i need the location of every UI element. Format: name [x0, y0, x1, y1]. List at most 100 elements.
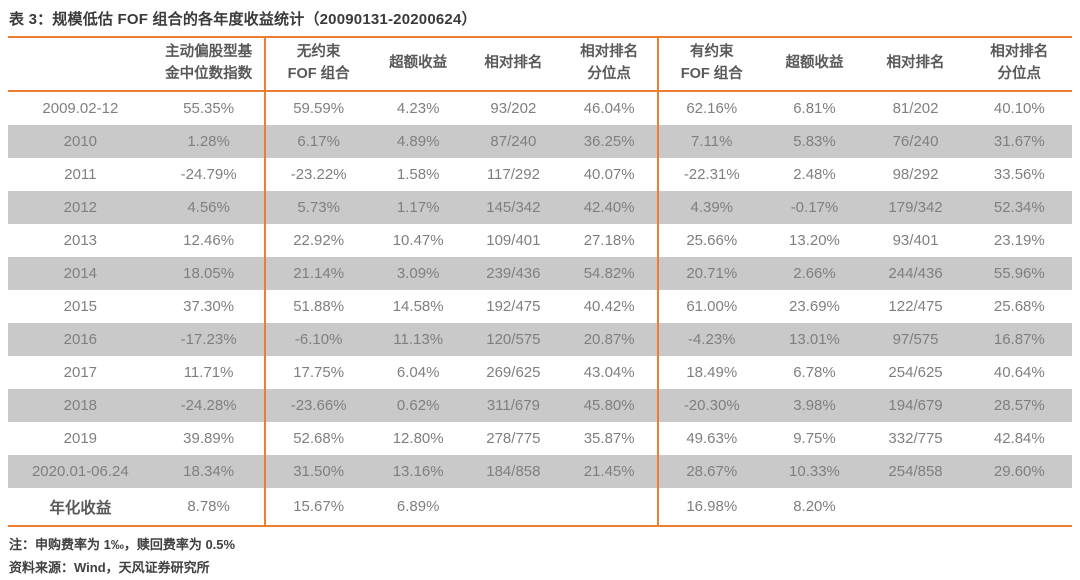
cell: 4.56% [152, 191, 266, 224]
column-header-line: 分位点 [997, 66, 1042, 82]
column-header [8, 37, 153, 91]
cell: 39.89% [183, 430, 235, 447]
table-row: 年化收益 8.78% 15.67% 6.89% 16.98% 8.20% [8, 488, 1072, 526]
cell: 16.98% [657, 488, 765, 526]
table-row: 2011 -24.79% -23.22% 1.58% 117/292 40.07% -22.… [8, 158, 1072, 191]
column-header: 超额收益 [370, 37, 466, 91]
cell: 21.45% [561, 455, 659, 488]
column-header: 主动偏股型基 金中位数指数 [152, 37, 266, 91]
cell: 62.16% [657, 91, 765, 125]
cell: 311/679 [465, 389, 562, 422]
cell: 23.69% [789, 298, 840, 315]
cell: 117/292 [486, 166, 540, 183]
cell: 6.04% [396, 364, 440, 381]
cell: 59.59% [264, 91, 371, 125]
row-label: 2017 [63, 364, 98, 381]
row-label: 2015 [63, 298, 98, 315]
table-row: 2013 12.46% 22.92% 10.47% 109/401 27.18% 25.66… [8, 224, 1072, 257]
cell [864, 488, 966, 526]
cell: 6.81% [793, 100, 836, 117]
cell: 87/240 [465, 125, 562, 158]
row-label: 2020.01-06.24 [8, 455, 153, 488]
report-table-page: 表 3：规模低估 FOF 组合的各年度收益统计（20090131-2020062… [8, 11, 1072, 575]
row-label: 2013 [63, 232, 98, 249]
cell: 40.07% [583, 166, 635, 183]
table-row: 2019 39.89% 52.68% 12.80% 278/775 35.87% 49.63… [8, 422, 1072, 455]
cell: 3.98% [764, 389, 865, 422]
column-header-line: 相对排名 [990, 44, 1049, 61]
cell [967, 488, 1072, 526]
cell: 37.30% [183, 298, 235, 315]
column-header: 相对排名 分位点 [966, 37, 1072, 91]
row-label: 年化收益 [49, 499, 112, 517]
table-row: 2015 37.30% 51.88% 14.58% 192/475 40.42% 61.00… [8, 290, 1072, 323]
source-note: 资料来源：Wind，天风证券研究所 [9, 559, 210, 575]
cell: 5.73% [264, 191, 371, 224]
cell: 27.18% [583, 232, 635, 249]
cell: -4.23% [657, 323, 765, 356]
cell: 4.89% [370, 125, 466, 158]
cell: 36.25% [561, 125, 659, 158]
cell: 46.04% [583, 100, 635, 117]
cell: 25.66% [657, 224, 765, 257]
column-header: 超额收益 [764, 37, 865, 91]
table-body: 2009.02-12 55.35% 59.59% 4.23% 93/202 46.04% 6… [8, 91, 1072, 526]
column-header-line: 相对排名 [484, 55, 543, 72]
cell: 97/575 [864, 323, 967, 356]
cell: 35.87% [583, 430, 635, 447]
cell: 29.60% [966, 455, 1072, 488]
column-header-line: 分位点 [587, 66, 631, 82]
cell: 2.66% [764, 257, 865, 290]
cell: 3.09% [370, 257, 466, 290]
cell: 22.92% [264, 224, 371, 257]
column-header-line: 金中位数指数 [165, 66, 253, 82]
cell: 194/679 [864, 389, 967, 422]
cell: 120/575 [465, 323, 562, 356]
column-header-line: 有约束 [690, 44, 734, 61]
cell: 12.80% [392, 430, 444, 447]
cell: 40.64% [993, 364, 1045, 381]
column-header-line: FOF 组合 [680, 66, 743, 82]
cell: 55.35% [183, 100, 235, 117]
cell: 6.78% [793, 364, 836, 381]
row-label: 2019 [63, 430, 98, 447]
cell: 61.00% [657, 290, 765, 323]
cell: 14.58% [392, 298, 444, 315]
cell: 254/625 [888, 364, 943, 381]
cell: 54.82% [561, 257, 659, 290]
cell: 15.67% [264, 488, 371, 526]
cell: 6.89% [396, 498, 440, 515]
header-row: 主动偏股型基 金中位数指数 无约束 FOF 组合 超额收益 相对排名 相对排名 分位点 有约束 F… [8, 37, 1072, 91]
table-row: 2020.01-06.24 18.34% 31.50% 13.16% 184/858 21… [8, 455, 1072, 488]
table-row: 2012 4.56% 5.73% 1.17% 145/342 42.40% 4.39% -0.… [8, 191, 1072, 224]
cell [466, 488, 562, 526]
cell: 33.56% [993, 166, 1045, 183]
cell: 278/775 [486, 430, 541, 447]
cell: 18.05% [152, 257, 266, 290]
cell: 42.84% [993, 430, 1045, 447]
cell: 109/401 [486, 232, 541, 249]
column-header-line: 超额收益 [389, 55, 448, 72]
cell: 20.71% [657, 257, 765, 290]
cell: 192/475 [486, 298, 541, 315]
cell: 179/342 [864, 191, 967, 224]
cell: 18.34% [152, 455, 266, 488]
cell: 269/625 [486, 364, 541, 381]
cell: -0.17% [764, 191, 865, 224]
cell: -22.31% [657, 158, 765, 191]
cell: 28.57% [966, 389, 1072, 422]
fee-note: 注：申购费率为 1‰，赎回费率为 0.5% [9, 537, 236, 552]
cell: 45.80% [561, 389, 659, 422]
table-row: 2010 1.28% 6.17% 4.89% 87/240 36.25% 7.11% 5.83… [8, 125, 1072, 158]
column-header-line: 超额收益 [785, 55, 844, 72]
cell: 10.47% [392, 232, 444, 249]
row-label: 2016 [8, 323, 153, 356]
cell: 49.63% [657, 422, 765, 455]
table-header: 主动偏股型基 金中位数指数 无约束 FOF 组合 超额收益 相对排名 相对排名 分位点 有约束 F… [8, 37, 1072, 91]
cell: 4.39% [657, 191, 765, 224]
cell: 98/292 [892, 166, 939, 183]
cell: 16.87% [966, 323, 1072, 356]
cell: 21.14% [264, 257, 371, 290]
cell: 52.34% [966, 191, 1072, 224]
cell: 31.67% [966, 125, 1072, 158]
